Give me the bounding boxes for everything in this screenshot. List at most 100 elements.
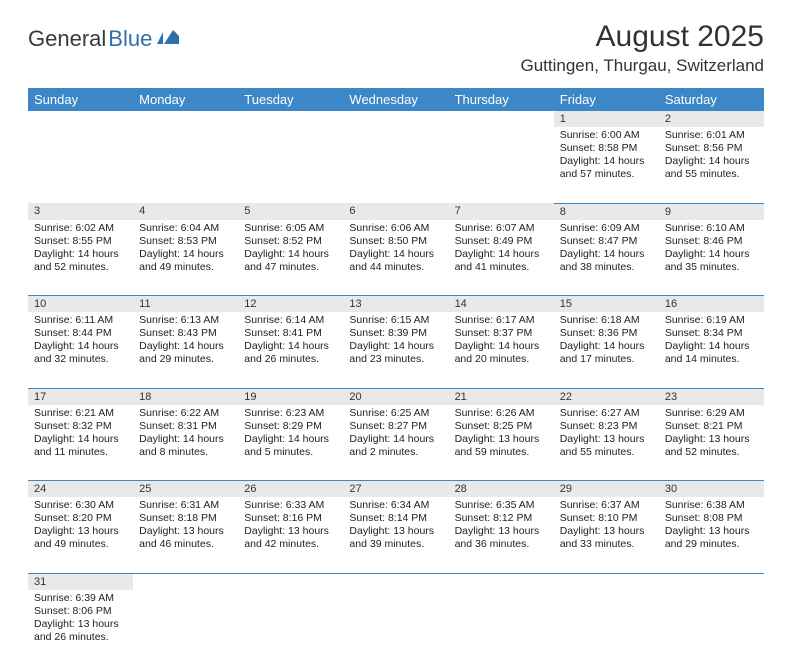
sunrise-line: Sunrise: 6:25 AM: [349, 407, 442, 420]
month-title: August 2025: [521, 20, 765, 54]
day-content-cell: Sunrise: 6:22 AMSunset: 8:31 PMDaylight:…: [133, 405, 238, 481]
sunrise-line: Sunrise: 6:13 AM: [139, 314, 232, 327]
day-number-cell: 15: [554, 296, 659, 313]
day-content-cell: Sunrise: 6:31 AMSunset: 8:18 PMDaylight:…: [133, 497, 238, 573]
day-number-cell: 20: [343, 388, 448, 405]
day-number-cell: 10: [28, 296, 133, 313]
day-content-row: Sunrise: 6:02 AMSunset: 8:55 PMDaylight:…: [28, 220, 764, 296]
sunrise-line: Sunrise: 6:22 AM: [139, 407, 232, 420]
day-number-cell: 24: [28, 481, 133, 498]
day-content-cell: [554, 590, 659, 666]
day-number-cell: 25: [133, 481, 238, 498]
day-number-cell: 17: [28, 388, 133, 405]
day-content-cell: Sunrise: 6:02 AMSunset: 8:55 PMDaylight:…: [28, 220, 133, 296]
day-number-cell: 19: [238, 388, 343, 405]
calendar-table: SundayMondayTuesdayWednesdayThursdayFrid…: [28, 88, 764, 666]
sunrise-line: Sunrise: 6:34 AM: [349, 499, 442, 512]
day-content-cell: Sunrise: 6:18 AMSunset: 8:36 PMDaylight:…: [554, 312, 659, 388]
daylight-line: Daylight: 13 hours and 49 minutes.: [34, 525, 127, 551]
sunrise-line: Sunrise: 6:05 AM: [244, 222, 337, 235]
day-number-cell: 5: [238, 203, 343, 220]
daylight-line: Daylight: 14 hours and 32 minutes.: [34, 340, 127, 366]
day-content-cell: Sunrise: 6:11 AMSunset: 8:44 PMDaylight:…: [28, 312, 133, 388]
day-content-cell: Sunrise: 6:19 AMSunset: 8:34 PMDaylight:…: [659, 312, 764, 388]
sunrise-line: Sunrise: 6:21 AM: [34, 407, 127, 420]
day-number-cell: 30: [659, 481, 764, 498]
sunset-line: Sunset: 8:58 PM: [560, 142, 653, 155]
day-content-cell: [133, 590, 238, 666]
sunset-line: Sunset: 8:44 PM: [34, 327, 127, 340]
daylight-line: Daylight: 13 hours and 59 minutes.: [455, 433, 548, 459]
sunset-line: Sunset: 8:39 PM: [349, 327, 442, 340]
day-number-cell: 31: [28, 573, 133, 590]
sunrise-line: Sunrise: 6:04 AM: [139, 222, 232, 235]
day-number-cell: 29: [554, 481, 659, 498]
daylight-line: Daylight: 13 hours and 55 minutes.: [560, 433, 653, 459]
day-content-row: Sunrise: 6:11 AMSunset: 8:44 PMDaylight:…: [28, 312, 764, 388]
day-header: Saturday: [659, 88, 764, 111]
day-number-cell: 9: [659, 203, 764, 220]
sunset-line: Sunset: 8:12 PM: [455, 512, 548, 525]
sunrise-line: Sunrise: 6:29 AM: [665, 407, 758, 420]
sunrise-line: Sunrise: 6:11 AM: [34, 314, 127, 327]
day-number-row: 31: [28, 573, 764, 590]
daylight-line: Daylight: 14 hours and 8 minutes.: [139, 433, 232, 459]
day-number-cell: 12: [238, 296, 343, 313]
day-number-cell: 7: [449, 203, 554, 220]
sunrise-line: Sunrise: 6:19 AM: [665, 314, 758, 327]
day-content-cell: [449, 590, 554, 666]
sunset-line: Sunset: 8:43 PM: [139, 327, 232, 340]
day-content-cell: Sunrise: 6:17 AMSunset: 8:37 PMDaylight:…: [449, 312, 554, 388]
day-number-cell: 21: [449, 388, 554, 405]
day-content-cell: [343, 590, 448, 666]
day-content-cell: Sunrise: 6:04 AMSunset: 8:53 PMDaylight:…: [133, 220, 238, 296]
day-content-row: Sunrise: 6:00 AMSunset: 8:58 PMDaylight:…: [28, 127, 764, 203]
sunrise-line: Sunrise: 6:38 AM: [665, 499, 758, 512]
day-content-cell: Sunrise: 6:33 AMSunset: 8:16 PMDaylight:…: [238, 497, 343, 573]
sunset-line: Sunset: 8:31 PM: [139, 420, 232, 433]
day-number-cell: 2: [659, 111, 764, 127]
sunset-line: Sunset: 8:06 PM: [34, 605, 127, 618]
sunset-line: Sunset: 8:46 PM: [665, 235, 758, 248]
daylight-line: Daylight: 13 hours and 36 minutes.: [455, 525, 548, 551]
sunset-line: Sunset: 8:16 PM: [244, 512, 337, 525]
sunset-line: Sunset: 8:32 PM: [34, 420, 127, 433]
day-number-cell: 8: [554, 203, 659, 220]
sunrise-line: Sunrise: 6:01 AM: [665, 129, 758, 142]
day-content-cell: Sunrise: 6:14 AMSunset: 8:41 PMDaylight:…: [238, 312, 343, 388]
day-header: Sunday: [28, 88, 133, 111]
day-number-cell: 6: [343, 203, 448, 220]
sunrise-line: Sunrise: 6:39 AM: [34, 592, 127, 605]
day-content-cell: Sunrise: 6:06 AMSunset: 8:50 PMDaylight:…: [343, 220, 448, 296]
day-number-cell: [343, 111, 448, 127]
day-number-row: 10111213141516: [28, 296, 764, 313]
sunset-line: Sunset: 8:23 PM: [560, 420, 653, 433]
daylight-line: Daylight: 14 hours and 23 minutes.: [349, 340, 442, 366]
logo-flag-icon: [157, 30, 179, 46]
day-number-cell: 11: [133, 296, 238, 313]
sunset-line: Sunset: 8:49 PM: [455, 235, 548, 248]
sunrise-line: Sunrise: 6:00 AM: [560, 129, 653, 142]
daylight-line: Daylight: 14 hours and 41 minutes.: [455, 248, 548, 274]
day-content-cell: [449, 127, 554, 203]
daylight-line: Daylight: 14 hours and 20 minutes.: [455, 340, 548, 366]
day-content-row: Sunrise: 6:30 AMSunset: 8:20 PMDaylight:…: [28, 497, 764, 573]
day-content-cell: Sunrise: 6:09 AMSunset: 8:47 PMDaylight:…: [554, 220, 659, 296]
header: GeneralBlue August 2025 Guttingen, Thurg…: [28, 20, 764, 76]
logo: GeneralBlue: [28, 20, 179, 52]
sunrise-line: Sunrise: 6:06 AM: [349, 222, 442, 235]
day-header: Thursday: [449, 88, 554, 111]
day-content-cell: Sunrise: 6:30 AMSunset: 8:20 PMDaylight:…: [28, 497, 133, 573]
day-content-cell: [238, 590, 343, 666]
sunset-line: Sunset: 8:55 PM: [34, 235, 127, 248]
day-content-cell: [133, 127, 238, 203]
day-header: Monday: [133, 88, 238, 111]
day-content-row: Sunrise: 6:21 AMSunset: 8:32 PM Daylight:…: [28, 405, 764, 481]
sunrise-line: Sunrise: 6:23 AM: [244, 407, 337, 420]
day-number-cell: 28: [449, 481, 554, 498]
daylight-line: Daylight: 13 hours and 33 minutes.: [560, 525, 653, 551]
day-content-cell: [238, 127, 343, 203]
sunset-line: Sunset: 8:47 PM: [560, 235, 653, 248]
day-number-cell: [449, 573, 554, 590]
sunset-line: Sunset: 8:10 PM: [560, 512, 653, 525]
